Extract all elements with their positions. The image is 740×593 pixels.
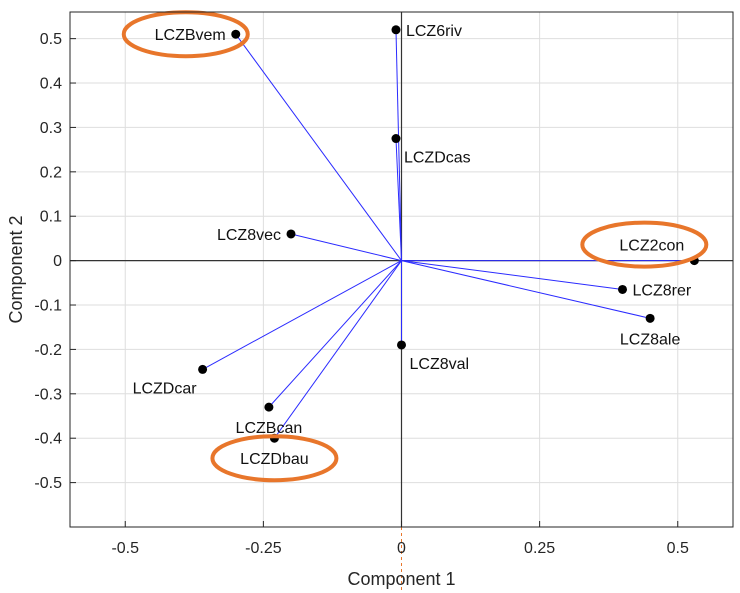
highlight-ellipse	[580, 220, 709, 269]
y-tick-label: 0.1	[40, 209, 62, 226]
ticks: -0.5 -0.25 0 0.25 0.5 0.5 0.4 0.3 0.2 0.1 0 -0.1 -0.…	[34, 31, 689, 557]
data-point	[231, 29, 241, 39]
y-tick-label: -0.5	[34, 475, 62, 492]
data-point	[391, 25, 401, 35]
x-tick-label: 0.5	[667, 540, 689, 557]
x-tick-label: 0	[397, 540, 406, 557]
y-tick-label: -0.4	[34, 431, 62, 448]
vector-line	[274, 260, 402, 439]
point-label: LCZDcas	[404, 150, 471, 167]
vector-line	[401, 260, 651, 319]
y-tick-label: -0.1	[34, 298, 62, 315]
data-point	[397, 340, 406, 350]
vector-line	[235, 33, 402, 261]
y-tick-label: 0.5	[40, 31, 62, 48]
point-label: LCZDbau	[240, 451, 308, 468]
point-label: LCZ8rer	[633, 282, 692, 299]
point-label: LCZ2con	[619, 238, 684, 255]
y-tick-label: 0.2	[40, 164, 62, 181]
vector-line	[290, 233, 402, 262]
y-tick-label: -0.3	[34, 386, 62, 403]
y-tick-label: 0	[53, 253, 62, 270]
data-point	[264, 402, 274, 412]
x-tick-label: 0.25	[524, 540, 555, 557]
data-point	[286, 229, 296, 239]
vectors	[202, 29, 695, 439]
y-tick-label: -0.2	[34, 342, 62, 359]
y-axis-label: Component 2	[6, 215, 26, 323]
vector-line	[395, 138, 402, 261]
vector-line	[401, 260, 623, 290]
x-tick-label: -0.25	[245, 540, 282, 557]
points: LCZBvem LCZ6riv LCZDcas LCZ8vec LCZ2con LCZ8r…	[133, 23, 699, 468]
point-label: LCZ8ale	[620, 331, 681, 348]
y-tick-label: 0.4	[40, 76, 62, 93]
x-axis-label: Component 1	[347, 569, 455, 589]
x-tick-label: -0.5	[111, 540, 139, 557]
y-tick-label: 0.3	[40, 120, 62, 137]
vector-line	[268, 260, 402, 408]
data-point	[198, 364, 208, 374]
highlight-ellipse	[210, 434, 339, 483]
vector-line	[395, 29, 402, 261]
data-point	[391, 134, 401, 144]
point-label: LCZ8val	[410, 356, 470, 373]
data-point	[645, 313, 655, 323]
point-label: LCZ8vec	[217, 227, 281, 244]
point-label: LCZ6riv	[406, 23, 462, 40]
point-label: LCZBvem	[155, 27, 226, 44]
point-label: LCZDcar	[133, 380, 198, 397]
data-point	[618, 284, 627, 294]
vector-line	[202, 260, 402, 370]
point-label: LCZBcan	[236, 420, 303, 437]
